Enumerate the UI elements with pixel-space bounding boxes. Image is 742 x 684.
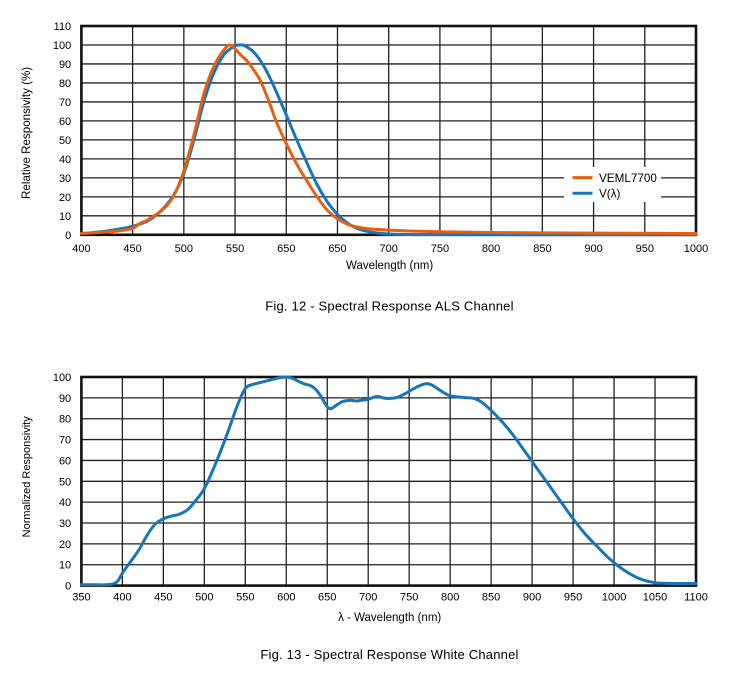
svg-text:750: 750: [400, 592, 418, 604]
svg-text:70: 70: [59, 97, 71, 109]
svg-text:V(λ): V(λ): [599, 187, 621, 200]
svg-text:110: 110: [54, 21, 72, 33]
svg-text:0: 0: [65, 230, 71, 242]
svg-text:950: 950: [636, 243, 654, 255]
svg-text:900: 900: [523, 592, 541, 604]
svg-text:λ - Wavelength (nm): λ - Wavelength (nm): [338, 612, 441, 624]
svg-text:500: 500: [195, 592, 213, 604]
svg-text:950: 950: [564, 592, 582, 604]
svg-text:100: 100: [53, 372, 71, 384]
svg-text:30: 30: [59, 518, 71, 530]
svg-text:0: 0: [65, 581, 71, 593]
svg-text:70: 70: [59, 435, 71, 447]
svg-text:40: 40: [59, 154, 71, 166]
svg-text:650: 650: [318, 592, 336, 604]
svg-text:60: 60: [59, 455, 71, 467]
svg-text:60: 60: [59, 116, 71, 128]
svg-text:700: 700: [359, 592, 377, 604]
svg-text:650: 650: [277, 243, 295, 255]
svg-text:100: 100: [53, 40, 71, 52]
svg-text:80: 80: [59, 414, 71, 426]
svg-text:VEML7700: VEML7700: [599, 172, 657, 185]
svg-text:700: 700: [380, 243, 398, 255]
svg-text:Fig. 13 - Spectral Response Wh: Fig. 13 - Spectral Response White Channe…: [260, 647, 518, 662]
svg-text:40: 40: [59, 497, 71, 509]
svg-text:10: 10: [59, 560, 71, 572]
svg-text:20: 20: [59, 192, 71, 204]
svg-text:1100: 1100: [684, 592, 708, 604]
svg-text:1000: 1000: [602, 592, 626, 604]
svg-text:550: 550: [226, 243, 244, 255]
svg-text:900: 900: [584, 243, 602, 255]
svg-text:450: 450: [154, 592, 172, 604]
svg-text:Fig. 12 - Spectral Response AL: Fig. 12 - Spectral Response ALS Channel: [265, 298, 513, 313]
svg-text:Normalized Responsivity: Normalized Responsivity: [21, 416, 33, 538]
svg-text:800: 800: [441, 592, 459, 604]
svg-text:450: 450: [123, 243, 141, 255]
svg-text:20: 20: [59, 539, 71, 551]
svg-text:80: 80: [59, 78, 71, 90]
svg-text:400: 400: [113, 592, 131, 604]
svg-text:50: 50: [59, 476, 71, 488]
svg-text:30: 30: [59, 173, 71, 185]
svg-text:50: 50: [59, 135, 71, 147]
svg-text:750: 750: [431, 243, 449, 255]
svg-text:850: 850: [482, 592, 500, 604]
svg-text:600: 600: [277, 592, 295, 604]
svg-text:1000: 1000: [684, 243, 708, 255]
svg-text:800: 800: [482, 243, 500, 255]
svg-text:500: 500: [175, 243, 193, 255]
svg-text:Relative Responsivity (%): Relative Responsivity (%): [20, 67, 33, 199]
svg-text:850: 850: [533, 243, 551, 255]
svg-text:90: 90: [59, 393, 71, 405]
svg-text:400: 400: [72, 243, 90, 255]
svg-text:350: 350: [72, 592, 90, 604]
svg-text:550: 550: [236, 592, 254, 604]
svg-text:650: 650: [328, 243, 346, 255]
svg-text:Wavelength (nm): Wavelength (nm): [346, 260, 433, 272]
svg-text:10: 10: [59, 211, 71, 223]
svg-text:90: 90: [59, 59, 71, 71]
svg-text:1050: 1050: [643, 592, 667, 604]
